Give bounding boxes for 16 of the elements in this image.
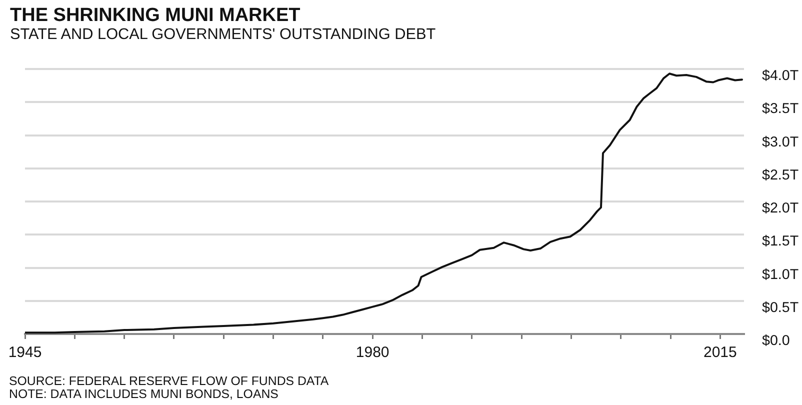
x-tick-label: 1980 (356, 344, 390, 362)
chart-title: THE SHRINKING MUNI MARKET (10, 5, 300, 26)
y-tick-label: $0.0 (762, 333, 790, 350)
chart-subtitle: STATE AND LOCAL GOVERNMENTS' OUTSTANDING DEBT (10, 26, 436, 43)
source-note: SOURCE: FEDERAL RESERVE FLOW OF FUNDS DATA (9, 374, 329, 388)
y-tick-label: $3.0T (762, 134, 799, 150)
x-tick-label: 1945 (8, 344, 42, 362)
text: NOTE: DATA INCLUDES MUNI BONDS, LOANS (9, 386, 280, 400)
y-tick-label: $0.5T (762, 300, 799, 316)
y-tick-label: $1.0T (762, 266, 799, 283)
y-tick-label: $1.5T (762, 234, 799, 250)
x-tick-label: 2015 (703, 344, 737, 362)
y-tick-label: $2.5T (762, 167, 799, 184)
y-tick-label: $3.5T (762, 101, 799, 118)
y-tick-label: $2.0T (762, 200, 799, 217)
y-tick-label: $4.0T (762, 68, 799, 84)
